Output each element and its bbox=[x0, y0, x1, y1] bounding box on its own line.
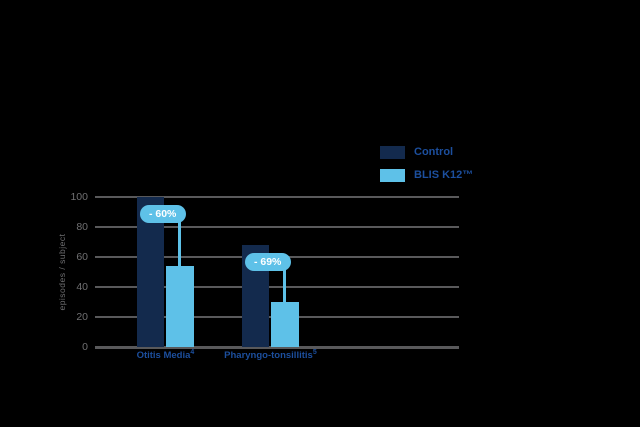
gridline-0 bbox=[95, 346, 459, 349]
category-label-0: Otitis Media4 bbox=[136, 348, 195, 361]
y-tick-label-0: 0 bbox=[82, 341, 88, 353]
bar-blis-1 bbox=[270, 302, 300, 347]
legend-label-control: Control bbox=[414, 146, 454, 158]
reduction-badge-1: - 69% bbox=[244, 253, 291, 271]
y-tick-label-20: 20 bbox=[76, 311, 88, 323]
y-tick-label-80: 80 bbox=[76, 221, 88, 233]
badge-connector-1 bbox=[283, 269, 287, 302]
legend-item-control: Control bbox=[380, 146, 473, 159]
blis-swatch-icon bbox=[380, 169, 405, 182]
gridline-100 bbox=[95, 196, 459, 198]
y-tick-label-60: 60 bbox=[76, 251, 88, 263]
legend-label-blis: BLIS K12™ bbox=[414, 169, 474, 181]
gridline-80 bbox=[95, 226, 459, 228]
reduction-badge-0: - 60% bbox=[139, 205, 186, 223]
control-swatch-icon bbox=[380, 146, 405, 159]
bar-blis-0 bbox=[165, 266, 195, 347]
y-tick-label-40: 40 bbox=[76, 281, 88, 293]
plot-area: - 60% Otitis Media4 - 69% Pharyngo-tonsilli… bbox=[95, 196, 459, 361]
legend: Control BLIS K12™ bbox=[380, 146, 473, 192]
badge-connector-0 bbox=[178, 221, 182, 266]
legend-item-blis: BLIS K12™ bbox=[380, 169, 473, 182]
y-axis-title: episodes / subject bbox=[57, 233, 67, 311]
y-tick-label-100: 100 bbox=[70, 191, 88, 203]
category-label-1: Pharyngo-tonsillitis5 bbox=[224, 348, 317, 361]
gridline-40 bbox=[95, 286, 459, 288]
